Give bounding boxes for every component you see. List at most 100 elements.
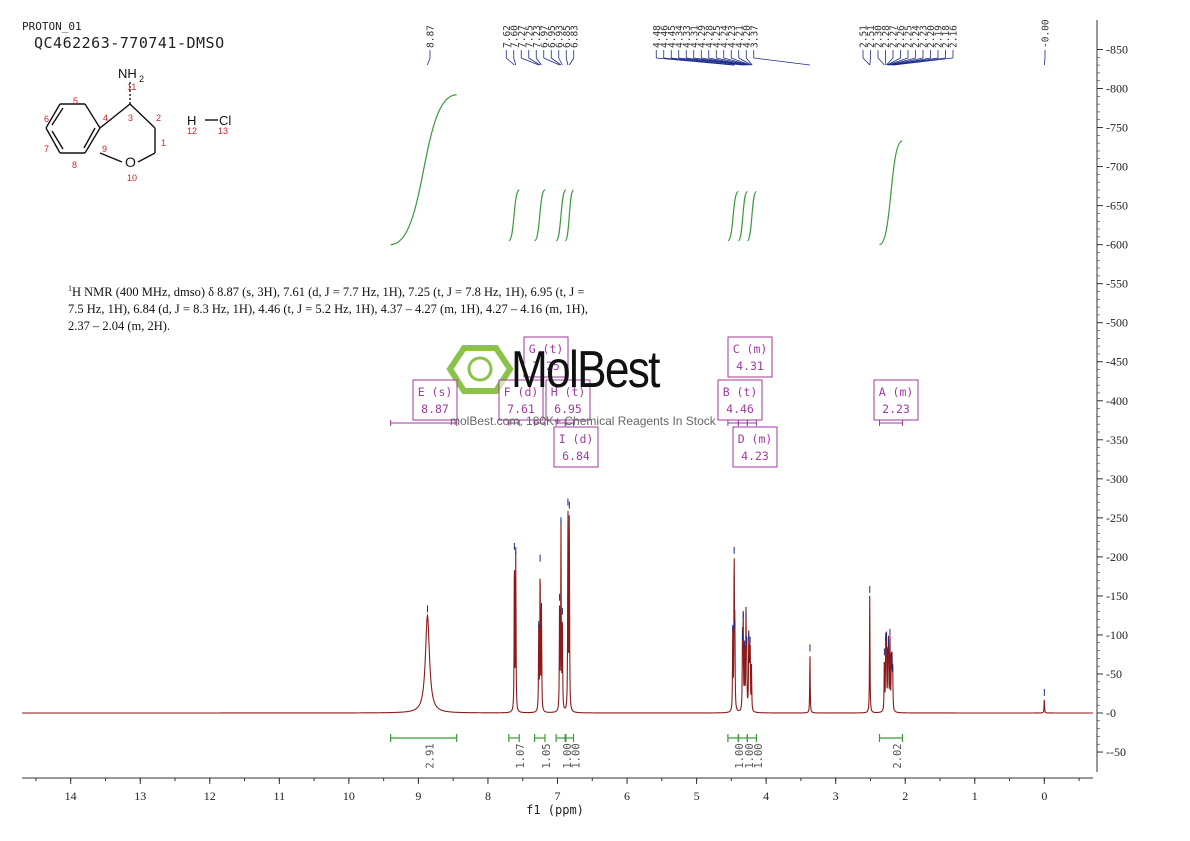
watermark-url: molBest.com, 180K+ Chemical Reagents In … bbox=[450, 414, 716, 428]
peak-label: 2.23 bbox=[919, 25, 930, 48]
multiplet-value: 4.31 bbox=[736, 359, 764, 373]
peak-label: 4.24 bbox=[719, 25, 730, 48]
peak-leader bbox=[753, 57, 810, 66]
peak-label: 2.51 bbox=[859, 25, 870, 48]
bond bbox=[51, 130, 64, 150]
multiplet-value: 7.25 bbox=[532, 359, 560, 373]
integral-value: 1.00 bbox=[562, 743, 574, 768]
nmr-line-3: 2.37 – 2.04 (m, 2H). bbox=[68, 319, 171, 334]
multiplet-value: 7.61 bbox=[507, 402, 535, 416]
peak-label: 4.46 bbox=[659, 25, 670, 48]
peak-leader bbox=[671, 57, 735, 66]
multiplet-label: B (t) bbox=[723, 385, 758, 399]
y-tick-label: -450 bbox=[1106, 355, 1128, 369]
peak-leader bbox=[558, 57, 563, 66]
atom-number: 9 bbox=[102, 144, 107, 154]
y-tick-label: -250 bbox=[1106, 511, 1128, 525]
x-tick-label: 13 bbox=[134, 789, 146, 803]
integrals: 2.91 1.07 1.05 1.001.00 1.001.001.00 2.02 bbox=[389, 94, 904, 769]
peak-label: 2.18 bbox=[941, 25, 952, 48]
nmr-superscript: 1 bbox=[68, 284, 72, 293]
y-tick-label: -350 bbox=[1106, 433, 1128, 447]
peak-leader bbox=[505, 57, 515, 66]
peak-label: 4.20 bbox=[742, 25, 753, 48]
peak-label: 4.29 bbox=[697, 25, 708, 48]
multiplet-label: C (m) bbox=[733, 342, 768, 356]
atom-number: 5 bbox=[73, 96, 78, 106]
integral-value: 1.07 bbox=[515, 743, 527, 768]
structure-labels: NH 2 O H Cl 1 2 3 4 5 6 7 8 9 10 11 12 1… bbox=[44, 66, 231, 183]
peak-leader bbox=[877, 57, 885, 66]
integral-value: 1.00 bbox=[734, 743, 746, 768]
peak-leader bbox=[887, 57, 909, 66]
peak-label: 2.51 bbox=[866, 25, 877, 48]
multiplet-boxes: E (s) 8.87 F (d) 7.61 G (t) 7.25 H (t) 6.95 I (d… bbox=[390, 336, 919, 468]
atom-number: 3 bbox=[128, 113, 133, 123]
integral-curve bbox=[879, 140, 903, 246]
multiplet-box bbox=[717, 379, 763, 421]
bond bbox=[129, 103, 156, 129]
nmr-description: 1H NMR (400 MHz, dmso) δ 8.87 (s, 3H), 7… bbox=[68, 280, 628, 335]
multiplet-value: 6.95 bbox=[554, 402, 582, 416]
peak-label: 2.26 bbox=[896, 25, 907, 48]
integral-value: 1.05 bbox=[541, 743, 553, 768]
peak-label: 2.30 bbox=[874, 25, 885, 48]
peak-leader bbox=[745, 57, 753, 66]
peak-leader bbox=[708, 57, 747, 66]
nmr-line-1: H NMR (400 MHz, dmso) δ 8.87 (s, 3H), 7.… bbox=[72, 285, 585, 300]
multiplet-value: 2.23 bbox=[882, 402, 910, 416]
peak-label: 7.60 bbox=[509, 25, 520, 48]
x-tick-label: 0 bbox=[1041, 789, 1047, 803]
integral-value: 2.02 bbox=[892, 743, 904, 768]
x-tick-label: 8 bbox=[485, 789, 491, 803]
atom-number: 12 bbox=[187, 126, 197, 136]
peak-leader bbox=[723, 57, 750, 66]
integral-value: 1.00 bbox=[744, 743, 756, 768]
sample-id: QC462263-770741-DMSO bbox=[34, 34, 225, 52]
y-tick-label: -850 bbox=[1106, 42, 1128, 56]
experiment-name: PROTON_01 bbox=[22, 20, 82, 33]
peak-leader bbox=[716, 57, 749, 66]
hcl-cl-label: Cl bbox=[219, 113, 231, 128]
peak-label: 4.48 bbox=[652, 25, 663, 48]
peak-labels: 8.87 7.627.607.277.257.236.976.956.936.85… bbox=[426, 19, 1052, 66]
peak-label: 4.34 bbox=[674, 25, 685, 48]
chemical-structure bbox=[45, 82, 218, 163]
x-axis-label: f1 (ppm) bbox=[526, 803, 584, 817]
peak-label: 4.45 bbox=[667, 25, 678, 48]
integral-curve bbox=[390, 94, 457, 246]
multiplet-label: E (s) bbox=[418, 385, 453, 399]
x-tick-label: 12 bbox=[204, 789, 216, 803]
peak-leader bbox=[886, 57, 901, 66]
integral-value: 1.00 bbox=[753, 743, 765, 768]
atom-number: 13 bbox=[218, 126, 228, 136]
multiplet-label: F (d) bbox=[504, 385, 539, 399]
peak-leader bbox=[535, 57, 542, 66]
x-tick-label: 11 bbox=[274, 789, 286, 803]
multiplet-box bbox=[412, 379, 458, 421]
integral-curve bbox=[727, 190, 739, 242]
y-tick-label: -400 bbox=[1106, 394, 1128, 408]
atom-number: 11 bbox=[127, 82, 136, 92]
peak-leader bbox=[513, 57, 517, 66]
multiplet-label: G (t) bbox=[529, 342, 564, 356]
peak-label: 6.95 bbox=[547, 25, 558, 48]
peak-label: 4.31 bbox=[689, 25, 700, 48]
peak-leader bbox=[521, 57, 539, 66]
peak-leader bbox=[894, 57, 954, 66]
spectrum bbox=[22, 498, 1093, 714]
x-tick-label: 5 bbox=[694, 789, 700, 803]
y-tick-label: -650 bbox=[1106, 199, 1128, 213]
multiplet-label: A (m) bbox=[879, 385, 914, 399]
peak-label: 8.87 bbox=[426, 25, 437, 48]
amine-subscript: 2 bbox=[139, 74, 144, 84]
axes: 14 13 12 11 10 9 8 7 6 5 4 3 2 1 0f1 (ppm)--50-0-50-10… bbox=[22, 20, 1128, 817]
amine-label: NH bbox=[118, 66, 137, 81]
x-tick-label: 14 bbox=[65, 789, 77, 803]
bond bbox=[99, 103, 131, 129]
peak-leader bbox=[869, 57, 871, 66]
peak-leader bbox=[528, 57, 541, 66]
peak-leader bbox=[889, 57, 924, 66]
peak-leader bbox=[886, 57, 894, 66]
